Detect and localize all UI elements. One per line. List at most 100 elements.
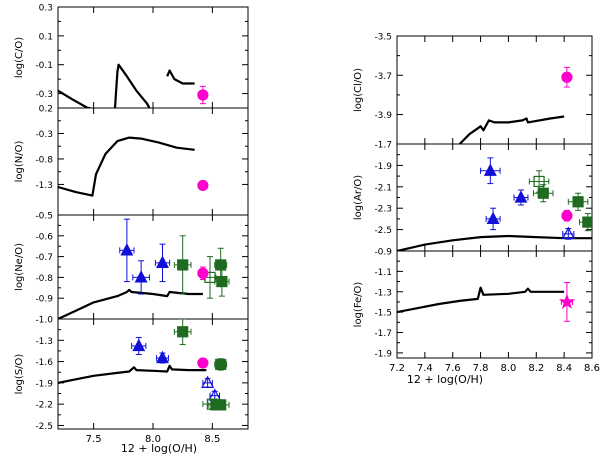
data-point-magenta-circle	[197, 266, 209, 280]
circle-marker	[197, 357, 209, 369]
plot-area	[58, 319, 230, 411]
panel-frame	[57, 318, 249, 430]
y-tick-label: -1.7	[374, 141, 392, 151]
panel-carbon-oxygen: 0.3 0.1 -0.1 -0.3 log(C/O)	[14, 4, 249, 109]
y-tick-label: -0.9	[374, 248, 392, 258]
data-point-blue-triangle	[561, 226, 575, 240]
x-tick-label: 7.8	[473, 363, 489, 374]
data-point-green-square	[567, 192, 589, 211]
plot-area	[458, 66, 573, 144]
triangle-marker	[120, 243, 134, 256]
x-tick-label: 7.6	[445, 363, 461, 374]
y-axis-label: log(S/O)	[14, 354, 25, 395]
model-curve	[458, 115, 565, 144]
data-point-green-square	[173, 319, 192, 346]
data-point-magenta-circle	[561, 66, 573, 88]
data-point-green-square	[214, 358, 228, 371]
y-tick-label: -1.1	[374, 268, 392, 278]
y-tick-label: -1.9	[35, 379, 53, 389]
y-tick-label: -1.0	[35, 316, 53, 326]
y-tick-label: -2.3	[374, 205, 392, 215]
y-tick-label: 0.3	[39, 4, 53, 14]
data-point-green-square	[173, 235, 192, 295]
y-tick-label: -0.9	[35, 295, 53, 305]
plot-area	[58, 136, 209, 197]
y-tick-label: -1.7	[374, 329, 392, 339]
y-tick-label: -1.9	[374, 349, 392, 359]
data-point-blue-triangle	[513, 189, 529, 206]
y-tick-label: -1.6	[35, 358, 53, 368]
y-axis-label: log(C/O)	[14, 37, 25, 78]
panel-iron-oxygen: -0.9 -1.1 -1.3 -1.5 -1.7 -1.9 7.2 7.4 7.6 7.8 8.0 8…	[353, 248, 600, 375]
panel-frame	[396, 250, 593, 359]
y-axis-label: log(Fe/O)	[353, 282, 364, 328]
data-point-blue-triangle	[119, 218, 135, 283]
plot-area	[58, 63, 209, 108]
y-tick-label: -0.5	[35, 212, 53, 222]
model-curve	[166, 69, 195, 85]
y-tick-label: -0.3	[35, 130, 53, 140]
x-tick-label: 7.2	[389, 363, 405, 374]
data-point-magenta-star	[558, 282, 576, 322]
x-tick-label: 7.4	[417, 363, 433, 374]
y-tick-label: -0.7	[35, 253, 53, 263]
triangle-marker	[201, 375, 215, 388]
y-axis-label: log(Cl/O)	[353, 68, 364, 112]
y-axis-label: log(Ar/O)	[353, 175, 364, 220]
model-curve	[58, 136, 195, 197]
panel-sulfur-oxygen: -1.0 -1.3 -1.6 -1.9 -2.2 -2.5 7.5 8.0 8.5 log(S/O…	[14, 316, 249, 445]
y-tick-label: -2.5	[374, 226, 392, 236]
y-tick-label: -3.7	[374, 72, 392, 82]
x-tick-label: 7.5	[86, 434, 102, 445]
x-tick-label: 8.6	[584, 363, 600, 374]
square-marker	[177, 326, 189, 338]
model-curve	[58, 89, 91, 108]
triangle-marker	[561, 226, 575, 239]
square-marker	[582, 216, 592, 228]
model-curve	[58, 364, 207, 384]
y-tick-label: -0.3	[35, 90, 53, 100]
y-tick-label: -1.9	[374, 162, 392, 172]
y-tick-label: -0.1	[35, 61, 53, 71]
data-point-blue-triangle	[485, 207, 501, 231]
x-tick-label: 8.0	[145, 434, 161, 445]
panel-frame	[396, 35, 593, 145]
data-point-magenta-circle	[561, 209, 573, 222]
data-point-green-square	[533, 184, 554, 203]
panel-chlorine-oxygen: -3.5 -3.7 -3.9 log(Cl/O)	[353, 33, 593, 145]
y-tick-label: -1.5	[374, 309, 392, 319]
circle-marker	[561, 210, 573, 222]
plot-area	[397, 282, 576, 322]
panel-neon-oxygen: -0.5 -0.6 -0.7 -0.8 -0.9 log(Ne/O)	[14, 212, 249, 320]
square-marker	[215, 358, 227, 371]
data-point-magenta-circle	[197, 357, 209, 369]
panel-frame	[57, 6, 249, 109]
data-point-green-square	[578, 213, 592, 232]
data-point-green-square	[211, 399, 230, 411]
circle-marker	[197, 89, 209, 101]
y-tick-label: -0.8	[35, 155, 53, 165]
y-tick-label: -0.8	[35, 274, 53, 284]
panel-nitrogen-oxygen: 0.2 -0.3 -0.8 -1.3 log(N/O)	[14, 105, 249, 216]
circle-marker	[197, 267, 209, 279]
data-point-blue-triangle	[132, 260, 150, 295]
y-axis-label: log(N/O)	[14, 141, 25, 183]
data-point-blue-triangle	[480, 157, 501, 185]
data-point-blue-triangle	[201, 375, 215, 388]
data-point-magenta-circle	[197, 85, 209, 105]
panel-argon-oxygen: -1.7 -1.9 -2.1 -2.3 -2.5 log(Ar/O)	[353, 141, 593, 252]
star-marker	[558, 293, 576, 309]
plot-area	[58, 218, 230, 319]
y-tick-label: 0.2	[39, 105, 53, 115]
square-marker	[177, 259, 189, 271]
x-tick-label: 8.0	[500, 363, 516, 374]
model-curve	[113, 63, 151, 108]
left-x-axis-label: 12 + log(O/H)	[121, 442, 197, 455]
square-marker	[215, 259, 227, 271]
square-marker	[215, 399, 227, 411]
x-tick-label: 8.5	[204, 434, 220, 445]
y-tick-label: -0.6	[35, 232, 53, 242]
y-tick-label: -1.3	[35, 181, 53, 191]
model-curve	[58, 288, 203, 319]
